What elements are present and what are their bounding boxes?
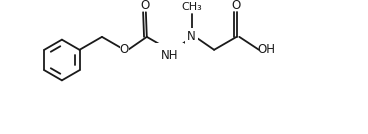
Text: NH: NH [160, 49, 178, 62]
Text: OH: OH [257, 43, 275, 56]
Text: O: O [140, 0, 149, 12]
Text: CH₃: CH₃ [181, 2, 202, 12]
Text: N: N [187, 30, 196, 43]
Text: O: O [120, 43, 129, 56]
Text: O: O [231, 0, 240, 12]
